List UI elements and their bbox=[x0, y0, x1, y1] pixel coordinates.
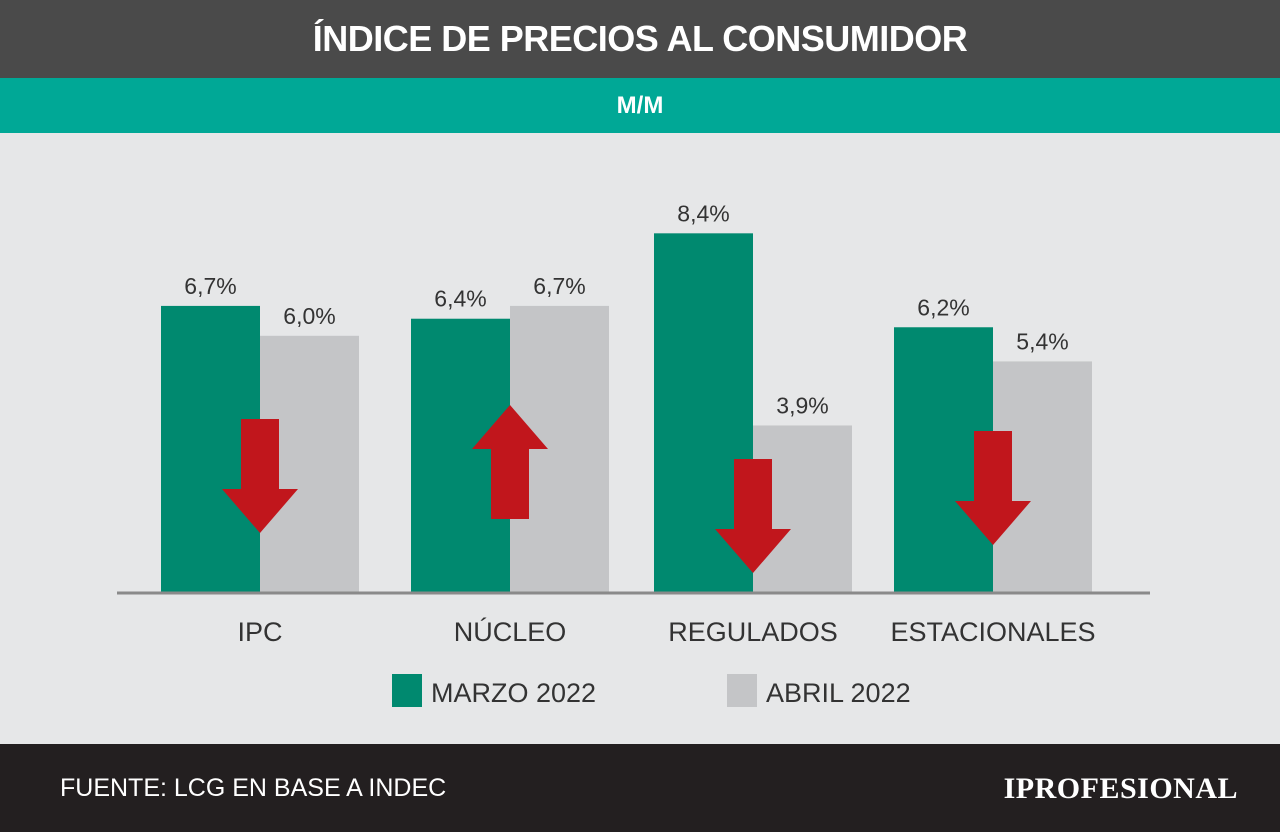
data-label: 6,4% bbox=[434, 286, 486, 312]
trend-arrow-down-icon bbox=[715, 459, 791, 573]
data-label: 6,0% bbox=[283, 303, 335, 329]
data-label: 6,7% bbox=[184, 273, 236, 299]
category-label: REGULADOS bbox=[668, 617, 838, 647]
legend-swatch-abril bbox=[727, 674, 757, 707]
legend-label: ABRIL 2022 bbox=[766, 678, 911, 708]
trend-arrow-up-icon bbox=[472, 405, 548, 519]
category-label: ESTACIONALES bbox=[890, 617, 1095, 647]
footer: FUENTE: LCG EN BASE A INDEC IPROFESIONAL bbox=[0, 744, 1280, 832]
brand-logo: IPROFESIONAL bbox=[1003, 772, 1238, 805]
source-text: FUENTE: LCG EN BASE A INDEC bbox=[60, 774, 447, 802]
category-label: NÚCLEO bbox=[454, 616, 567, 647]
chart-title: ÍNDICE DE PRECIOS AL CONSUMIDOR bbox=[0, 0, 1280, 78]
legend-swatch-marzo bbox=[392, 674, 422, 707]
bar-chart: 6,7% 6,0% IPC 6,4% 6,7% NÚCLEO 8,4% 3,9% REGULAD… bbox=[117, 200, 1150, 708]
data-label: 3,9% bbox=[776, 392, 828, 418]
legend-label: MARZO 2022 bbox=[431, 678, 596, 708]
data-label: 8,4% bbox=[677, 200, 729, 226]
trend-arrow-down-icon bbox=[222, 419, 298, 533]
data-label: 5,4% bbox=[1016, 328, 1068, 354]
category-label: IPC bbox=[237, 617, 282, 647]
data-label: 6,7% bbox=[533, 273, 585, 299]
data-label: 6,2% bbox=[917, 294, 969, 320]
trend-arrow-down-icon bbox=[955, 431, 1031, 545]
chart-subtitle: M/M bbox=[0, 78, 1280, 133]
